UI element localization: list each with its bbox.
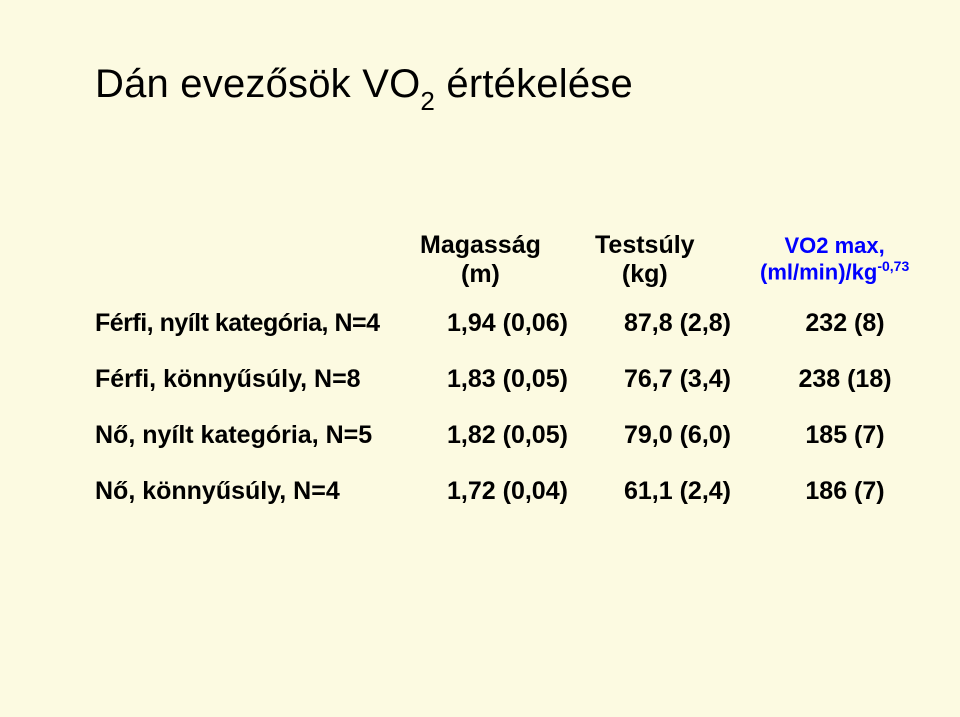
cell-weight: 87,8 (2,8) xyxy=(595,295,760,351)
table-row: Nő, könnyűsúly, N=4 1,72 (0,04) 61,1 (2,… xyxy=(95,463,930,519)
row-label: Férfi, nyílt kategória, N=4 xyxy=(95,295,420,351)
cell-weight: 61,1 (2,4) xyxy=(595,463,760,519)
cell-weight: 76,7 (3,4) xyxy=(595,351,760,407)
data-table: Magasság(m) Testsúly(kg) VO2 max,(ml/min… xyxy=(95,225,930,519)
cell-vo2: 238 (18) xyxy=(760,351,930,407)
table-header-row: Magasság(m) Testsúly(kg) VO2 max,(ml/min… xyxy=(95,225,930,295)
cell-height: 1,83 (0,05) xyxy=(420,351,595,407)
cell-vo2: 232 (8) xyxy=(760,295,930,351)
cell-height: 1,72 (0,04) xyxy=(420,463,595,519)
cell-vo2: 185 (7) xyxy=(760,407,930,463)
cell-height: 1,94 (0,06) xyxy=(420,295,595,351)
cell-vo2: 186 (7) xyxy=(760,463,930,519)
header-weight: Testsúly(kg) xyxy=(595,225,760,295)
table-row: Férfi, nyílt kategória, N=4 1,94 (0,06) … xyxy=(95,295,930,351)
slide: Dán evezősök VO2 értékelése Magasság(m) … xyxy=(0,0,960,717)
slide-title: Dán evezősök VO2 értékelése xyxy=(95,62,633,113)
row-label: Nő, könnyűsúly, N=4 xyxy=(95,463,420,519)
table-row: Férfi, könnyűsúly, N=8 1,83 (0,05) 76,7 … xyxy=(95,351,930,407)
header-height: Magasság(m) xyxy=(420,225,595,295)
cell-height: 1,82 (0,05) xyxy=(420,407,595,463)
row-label: Nő, nyílt kategória, N=5 xyxy=(95,407,420,463)
cell-weight: 79,0 (6,0) xyxy=(595,407,760,463)
table-row: Nő, nyílt kategória, N=5 1,82 (0,05) 79,… xyxy=(95,407,930,463)
row-label: Férfi, könnyűsúly, N=8 xyxy=(95,351,420,407)
header-empty xyxy=(95,225,420,295)
header-vo2: VO2 max,(ml/min)/kg-0,73 xyxy=(760,225,930,295)
